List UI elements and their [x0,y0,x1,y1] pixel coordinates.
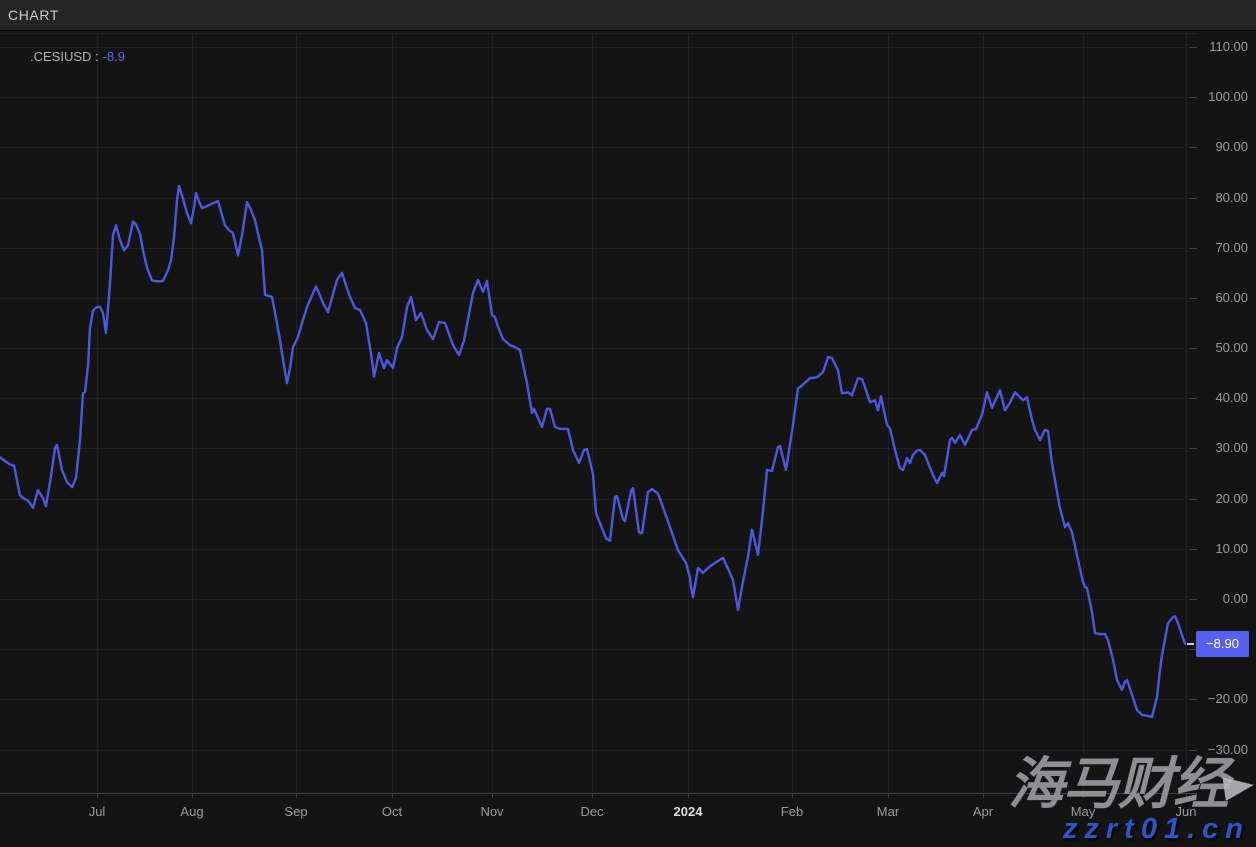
series-ticker: .CESIUSD : [30,49,99,64]
x-axis-label: May [1070,804,1096,819]
y-axis-label: 80.00 [1215,189,1248,205]
x-axis-label: Dec [580,804,604,819]
x-axis-label: Aug [180,804,204,819]
x-axis-label: Feb [780,804,804,819]
x-axis-label: Sep [284,804,308,819]
last-price-badge: −8.90 [1196,631,1249,657]
window-title: CHART [8,7,59,23]
y-axis-label: −20.00 [1207,691,1248,707]
y-axis-label: 30.00 [1215,440,1248,456]
y-axis-label: 20.00 [1215,490,1248,506]
price-line [0,184,1187,719]
y-axis-label: 10.00 [1215,540,1248,556]
y-axis-label: 60.00 [1215,289,1248,305]
last-price-dash [1187,643,1194,645]
series-value: -8.9 [102,49,126,64]
x-axis-label: 2024 [673,804,703,819]
y-axis-label: 100.00 [1208,89,1248,105]
y-axis-label: −30.00 [1207,741,1248,757]
x-axis-label: Apr [972,804,994,819]
y-axis-label: 50.00 [1215,340,1248,356]
x-axis-label: Mar [876,804,900,819]
x-axis-label: Oct [381,804,403,819]
x-axis-label: Jun [1175,804,1197,819]
y-axis-label: 40.00 [1215,390,1248,406]
series-label: .CESIUSD : -8.9 [30,49,125,64]
x-axis-label: Jul [88,804,106,819]
y-axis-label: 70.00 [1215,239,1248,255]
x-axis-label: Nov [480,804,504,819]
y-axis-label: 90.00 [1215,139,1248,155]
y-axis-label: 0.00 [1222,591,1248,606]
y-axis-label: 110.00 [1209,39,1248,55]
title-bar: CHART [0,0,1256,31]
